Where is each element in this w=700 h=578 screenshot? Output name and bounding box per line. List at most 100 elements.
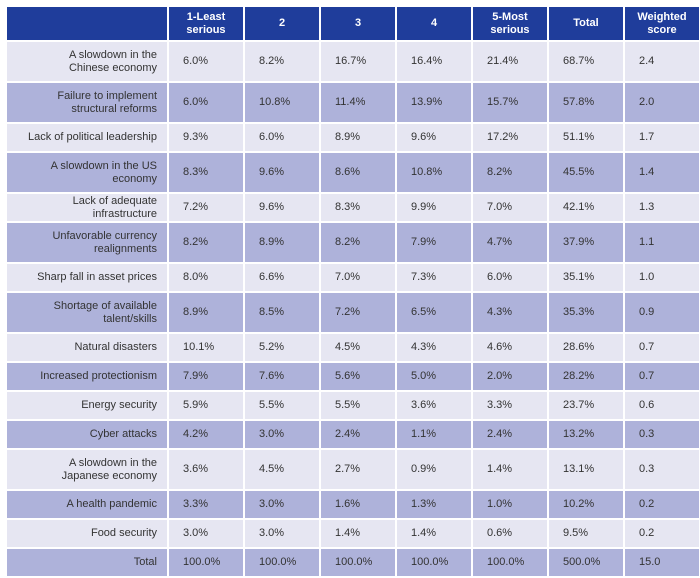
table-body: A slowdown in the Chinese economy 6.0% 8.2… bbox=[7, 42, 699, 576]
value-cell: 7.3% bbox=[397, 264, 471, 291]
value-cell: 8.0% bbox=[169, 264, 243, 291]
header-cell-4: 4 bbox=[397, 7, 471, 40]
table-row: Increased protectionism 7.9% 7.6% 5.6% 5.0% 2… bbox=[7, 363, 699, 390]
value-cell: 3.6% bbox=[169, 450, 243, 489]
value-cell: 9.6% bbox=[397, 124, 471, 151]
value-cell: 2.0 bbox=[625, 83, 699, 122]
total-row-value-cell: 100.0% bbox=[245, 549, 319, 576]
value-cell: 57.8% bbox=[549, 83, 623, 122]
row-label: Lack of political leadership bbox=[7, 124, 167, 151]
value-cell: 2.4 bbox=[625, 42, 699, 81]
value-cell: 8.3% bbox=[169, 153, 243, 192]
value-cell: 4.2% bbox=[169, 421, 243, 448]
value-cell: 68.7% bbox=[549, 42, 623, 81]
row-label: Lack of adequate infrastructure bbox=[7, 194, 167, 221]
total-row-value-cell: 100.0% bbox=[473, 549, 547, 576]
value-cell: 7.0% bbox=[473, 194, 547, 221]
value-cell: 5.5% bbox=[245, 392, 319, 419]
value-cell: 0.7 bbox=[625, 363, 699, 390]
header-cell-1-least-serious: 1-Least serious bbox=[169, 7, 243, 40]
value-cell: 8.9% bbox=[321, 124, 395, 151]
table-row: A slowdown in the Japanese economy 3.6% 4.… bbox=[7, 450, 699, 489]
header-cell-weighted-score: Weighted score bbox=[625, 7, 699, 40]
risk-table: 1-Least serious 2 3 4 5-Most serious Tot… bbox=[5, 5, 700, 578]
value-cell: 10.8% bbox=[245, 83, 319, 122]
value-cell: 15.7% bbox=[473, 83, 547, 122]
value-cell: 3.6% bbox=[397, 392, 471, 419]
value-cell: 10.2% bbox=[549, 491, 623, 518]
value-cell: 5.6% bbox=[321, 363, 395, 390]
value-cell: 3.0% bbox=[245, 421, 319, 448]
value-cell: 0.3 bbox=[625, 450, 699, 489]
value-cell: 2.4% bbox=[473, 421, 547, 448]
table-row: Failure to implement structural reforms 6… bbox=[7, 83, 699, 122]
value-cell: 7.2% bbox=[321, 293, 395, 332]
table-row: Lack of political leadership 9.3% 6.0% 8.9%… bbox=[7, 124, 699, 151]
table-row: A slowdown in the Chinese economy 6.0% 8.2… bbox=[7, 42, 699, 81]
value-cell: 8.6% bbox=[321, 153, 395, 192]
value-cell: 1.3 bbox=[625, 194, 699, 221]
value-cell: 0.2 bbox=[625, 520, 699, 547]
value-cell: 5.0% bbox=[397, 363, 471, 390]
table-row: A slowdown in the US economy 8.3% 9.6% 8.6%… bbox=[7, 153, 699, 192]
row-label: Sharp fall in asset prices bbox=[7, 264, 167, 291]
table-row: Shortage of available talent/skills 8.9% 8… bbox=[7, 293, 699, 332]
value-cell: 5.2% bbox=[245, 334, 319, 361]
value-cell: 2.0% bbox=[473, 363, 547, 390]
value-cell: 3.0% bbox=[245, 520, 319, 547]
value-cell: 3.0% bbox=[169, 520, 243, 547]
value-cell: 0.3 bbox=[625, 421, 699, 448]
header-row: 1-Least serious 2 3 4 5-Most serious Tot… bbox=[7, 7, 699, 40]
value-cell: 0.7 bbox=[625, 334, 699, 361]
value-cell: 6.0% bbox=[245, 124, 319, 151]
value-cell: 9.6% bbox=[245, 194, 319, 221]
total-row-value-cell: 100.0% bbox=[321, 549, 395, 576]
value-cell: 1.6% bbox=[321, 491, 395, 518]
value-cell: 8.2% bbox=[473, 153, 547, 192]
value-cell: 0.9 bbox=[625, 293, 699, 332]
value-cell: 10.1% bbox=[169, 334, 243, 361]
value-cell: 45.5% bbox=[549, 153, 623, 192]
value-cell: 9.6% bbox=[245, 153, 319, 192]
value-cell: 28.2% bbox=[549, 363, 623, 390]
table-row: Sharp fall in asset prices 8.0% 6.6% 7.0% 7.… bbox=[7, 264, 699, 291]
value-cell: 35.1% bbox=[549, 264, 623, 291]
row-label: Shortage of available talent/skills bbox=[7, 293, 167, 332]
total-row-value-cell: 15.0 bbox=[625, 549, 699, 576]
value-cell: 1.7 bbox=[625, 124, 699, 151]
value-cell: 16.7% bbox=[321, 42, 395, 81]
value-cell: 37.9% bbox=[549, 223, 623, 262]
table-row: Food security 3.0% 3.0% 1.4% 1.4% 0.6% 9.5% 0.2 bbox=[7, 520, 699, 547]
value-cell: 0.6% bbox=[473, 520, 547, 547]
value-cell: 42.1% bbox=[549, 194, 623, 221]
value-cell: 8.9% bbox=[245, 223, 319, 262]
value-cell: 3.3% bbox=[169, 491, 243, 518]
value-cell: 8.2% bbox=[169, 223, 243, 262]
value-cell: 8.5% bbox=[245, 293, 319, 332]
value-cell: 8.3% bbox=[321, 194, 395, 221]
value-cell: 3.3% bbox=[473, 392, 547, 419]
value-cell: 2.4% bbox=[321, 421, 395, 448]
value-cell: 1.0 bbox=[625, 264, 699, 291]
value-cell: 10.8% bbox=[397, 153, 471, 192]
value-cell: 1.4% bbox=[473, 450, 547, 489]
value-cell: 1.0% bbox=[473, 491, 547, 518]
value-cell: 13.2% bbox=[549, 421, 623, 448]
value-cell: 17.2% bbox=[473, 124, 547, 151]
total-row-value-cell: 100.0% bbox=[169, 549, 243, 576]
value-cell: 7.0% bbox=[321, 264, 395, 291]
row-label: Increased protectionism bbox=[7, 363, 167, 390]
value-cell: 9.5% bbox=[549, 520, 623, 547]
value-cell: 6.6% bbox=[245, 264, 319, 291]
value-cell: 2.7% bbox=[321, 450, 395, 489]
value-cell: 13.9% bbox=[397, 83, 471, 122]
row-label: A slowdown in the US economy bbox=[7, 153, 167, 192]
value-cell: 4.3% bbox=[397, 334, 471, 361]
value-cell: 11.4% bbox=[321, 83, 395, 122]
header-cell-2: 2 bbox=[245, 7, 319, 40]
header-cell-blank bbox=[7, 7, 167, 40]
value-cell: 1.1 bbox=[625, 223, 699, 262]
value-cell: 6.0% bbox=[169, 42, 243, 81]
value-cell: 1.4 bbox=[625, 153, 699, 192]
value-cell: 13.1% bbox=[549, 450, 623, 489]
